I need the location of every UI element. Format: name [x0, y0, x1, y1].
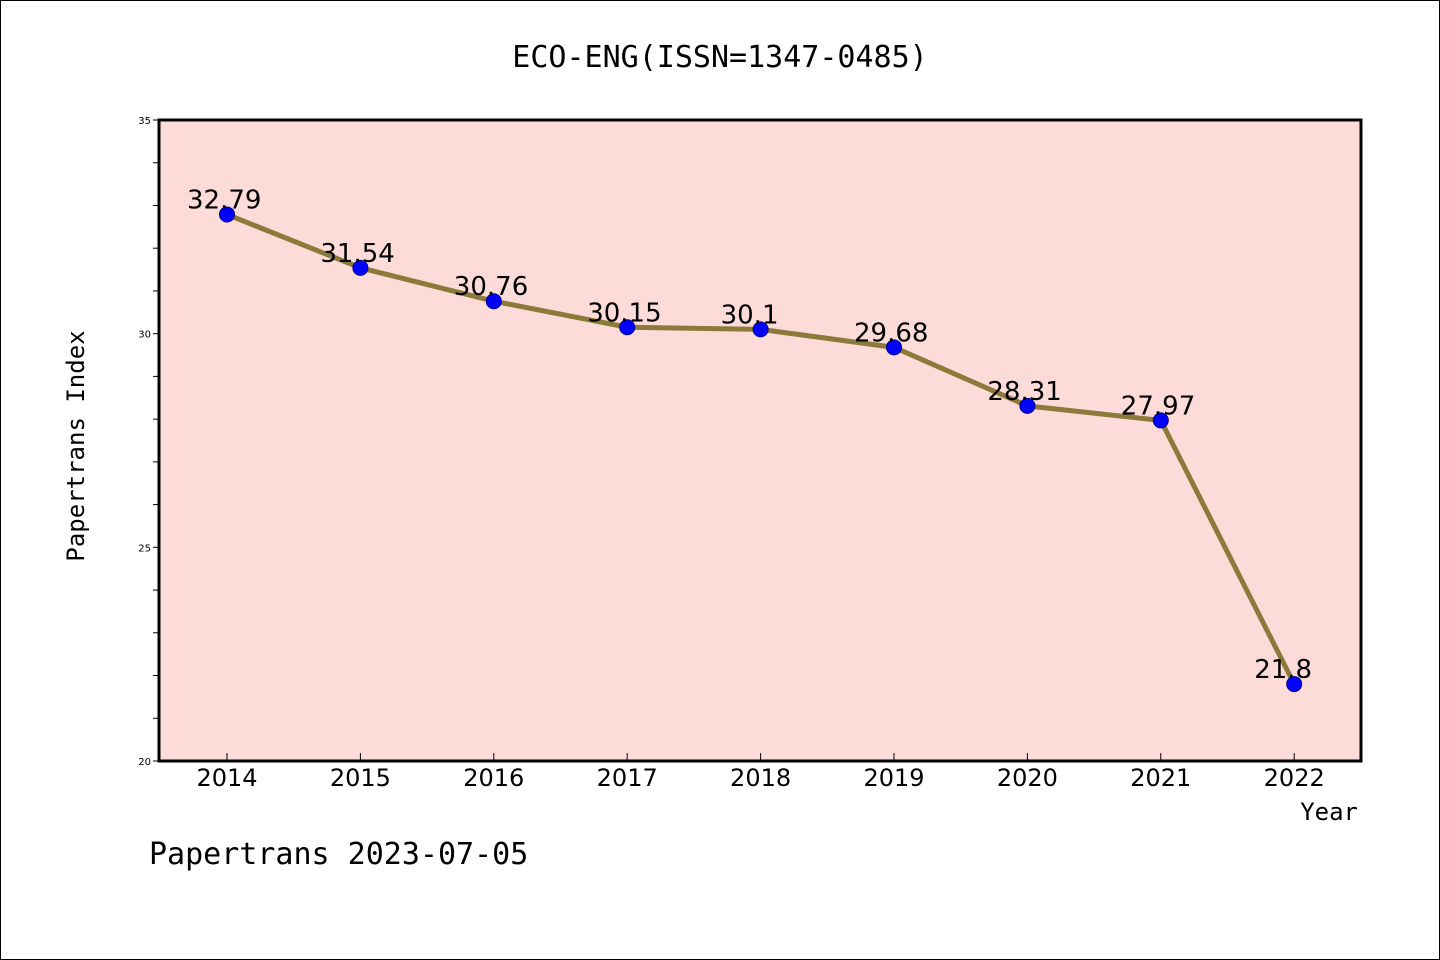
data-label: 31.54 [320, 239, 394, 269]
x-tick-label: 2022 [1264, 764, 1325, 792]
data-point [619, 319, 636, 336]
data-point [485, 293, 502, 310]
data-label: 28.31 [987, 377, 1061, 407]
y-tick-label: 25 [138, 543, 151, 554]
x-tick-label: 2017 [597, 764, 658, 792]
data-label: 29.68 [854, 318, 928, 348]
x-tick-label: 2014 [196, 764, 257, 792]
x-tick-label: 2018 [730, 764, 791, 792]
data-markers [219, 206, 1303, 693]
x-axis-label: Year [1300, 798, 1358, 826]
data-label: 32.79 [187, 185, 261, 215]
data-label: 27.97 [1121, 391, 1195, 421]
plot-area [157, 118, 1363, 763]
data-point [752, 321, 769, 338]
data-point [1286, 676, 1303, 693]
data-label: 30.15 [587, 298, 661, 328]
y-tick-label: 35 [138, 116, 151, 127]
x-tick-label: 2016 [463, 764, 524, 792]
x-axis: 2014 2015 2016 2017 2018 2019 2020 2021 2022 [196, 753, 1325, 792]
data-label: 30.1 [721, 300, 779, 330]
data-label: 21.8 [1254, 655, 1312, 685]
y-tick-label: 20 [138, 757, 151, 768]
x-tick-label: 2019 [863, 764, 924, 792]
x-tick-label: 2021 [1130, 764, 1191, 792]
data-label: 30.76 [454, 272, 528, 302]
data-point [352, 259, 369, 276]
x-tick-label: 2020 [997, 764, 1058, 792]
x-tick-label: 2015 [330, 764, 391, 792]
y-axis: 20 25 30 35 [138, 116, 159, 768]
data-point [1019, 397, 1036, 414]
data-point [1152, 412, 1169, 429]
chart-title: ECO-ENG(ISSN=1347-0485) [512, 40, 927, 75]
data-labels: 32.79 31.54 30.76 30.15 30.1 29.68 28.31 27.97 2… [187, 185, 1312, 685]
y-axis-label: Papertrans Index [62, 330, 90, 561]
data-point [219, 206, 235, 223]
data-point [886, 339, 902, 356]
footer-text: Papertrans 2023-07-05 [149, 837, 528, 872]
y-tick-label: 30 [138, 330, 151, 341]
